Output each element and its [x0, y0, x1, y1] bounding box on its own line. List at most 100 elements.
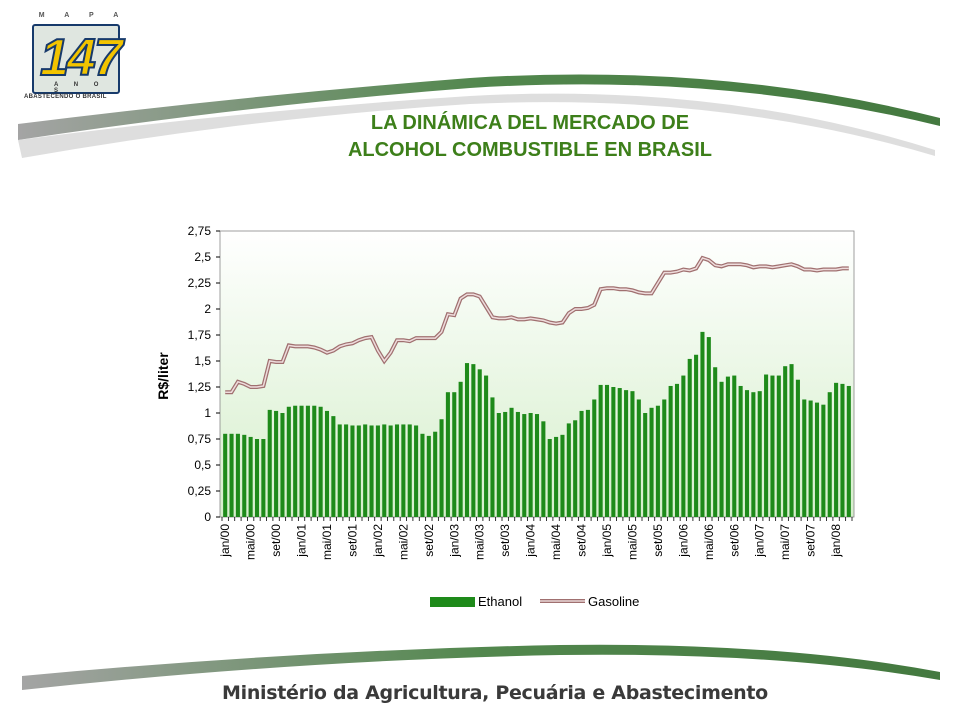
x-tick-label: set/02	[422, 524, 436, 557]
ethanol-bar	[414, 425, 419, 517]
ethanol-bar	[681, 375, 686, 517]
y-tick-label: 1,25	[188, 380, 212, 394]
y-tick-label: 2,25	[188, 276, 212, 290]
logo-top-text: M A P A	[38, 12, 128, 19]
ethanol-bar	[464, 363, 470, 517]
ethanol-bar	[617, 388, 622, 517]
logo-number: 147	[39, 28, 124, 88]
ethanol-bar	[700, 331, 705, 517]
ethanol-bar	[363, 424, 368, 517]
ethanol-bar	[795, 379, 800, 517]
ethanol-bar	[808, 400, 813, 517]
ethanol-bar	[649, 407, 654, 517]
x-tick-label: set/05	[651, 524, 665, 557]
legend: Ethanol Gasoline	[430, 594, 639, 609]
x-tick-label: mai/04	[549, 524, 563, 560]
x-tick-label: set/03	[498, 524, 512, 557]
x-tick-label: mai/06	[702, 524, 716, 560]
ethanol-bar	[235, 433, 240, 517]
ethanol-bar	[662, 399, 667, 517]
ethanol-bar	[286, 406, 291, 517]
ethanol-bar	[248, 436, 253, 517]
x-tick-label: set/07	[804, 524, 818, 557]
ethanol-bar	[738, 385, 743, 517]
y-tick-label: 2	[204, 302, 211, 316]
page-title-line1: LA DINÁMICA DEL MERCADO DE	[370, 112, 690, 134]
logo-badge: 147 A N O S	[32, 24, 124, 94]
ethanol-bar	[382, 424, 387, 517]
x-tick-label: set/01	[346, 524, 360, 557]
ethanol-bar	[375, 425, 380, 517]
ethanol-bar	[541, 421, 546, 517]
ethanol-bar	[433, 431, 438, 517]
ethanol-bar	[356, 425, 361, 517]
x-tick-label: mai/03	[473, 524, 487, 560]
ethanol-bar	[299, 405, 304, 517]
ethanol-bar	[267, 409, 272, 517]
ethanol-bar	[687, 358, 692, 517]
ethanol-bar	[534, 414, 540, 517]
y-tick-label: 2,75	[188, 224, 212, 238]
footer-swoosh	[22, 644, 940, 690]
ethanol-bar	[547, 439, 552, 517]
x-tick-label: mai/05	[626, 524, 640, 560]
ethanol-bar	[821, 404, 826, 517]
ethanol-bar	[407, 424, 412, 517]
ethanol-bar	[426, 435, 431, 517]
ethanol-bar	[827, 392, 832, 517]
ethanol-bar	[280, 413, 285, 517]
x-tick-label: mai/01	[320, 524, 334, 560]
ethanol-bar	[496, 413, 501, 517]
ethanol-bar	[394, 424, 400, 517]
ethanol-bar	[318, 406, 323, 517]
x-tick-label: jan/01	[295, 524, 309, 558]
ethanol-bar	[751, 392, 756, 517]
ethanol-bar	[643, 413, 648, 517]
ethanol-bar	[312, 405, 317, 517]
ethanol-bar	[757, 391, 762, 517]
x-tick-label: mai/07	[778, 524, 792, 560]
mapa-147-logo: M A P A 147 A N O S ABASTECENDO O BRASIL	[22, 12, 124, 104]
ethanol-bar	[604, 384, 610, 517]
logo-tagline: ABASTECENDO O BRASIL	[24, 94, 107, 100]
x-tick-label: set/04	[575, 524, 589, 557]
ethanol-bar	[719, 381, 724, 517]
ethanol-bar	[592, 399, 597, 517]
y-tick-label: 1,5	[194, 354, 211, 368]
ethanol-bar	[802, 399, 807, 517]
ethanol-bar	[445, 392, 450, 517]
ethanol-bar	[770, 375, 775, 517]
ethanol-bar	[764, 374, 769, 517]
ethanol-bar	[324, 410, 330, 517]
y-tick-label: 0,25	[188, 484, 212, 498]
ethanol-bar	[528, 413, 533, 517]
y-tick-label: 1,75	[188, 328, 212, 342]
ethanol-bar	[452, 392, 457, 517]
x-tick-label: jan/03	[447, 524, 461, 558]
page-title: LA DINÁMICA DEL MERCADO DE ALCOHOL COMBU…	[290, 110, 770, 164]
ethanol-bar	[490, 397, 495, 517]
ethanol-bar	[566, 423, 571, 517]
ethanol-bar	[789, 364, 794, 517]
x-tick-label: mai/02	[396, 524, 410, 560]
ethanol-bar	[522, 414, 527, 517]
legend-ethanol-swatch	[430, 597, 475, 607]
ethanol-bar	[344, 424, 349, 517]
ethanol-bar	[725, 376, 730, 517]
x-tick-label: jan/06	[676, 524, 690, 558]
ethanol-bar	[305, 405, 310, 517]
legend-ethanol-label: Ethanol	[478, 594, 522, 609]
ethanol-bar	[458, 381, 463, 517]
y-tick-label: 0,75	[188, 432, 212, 446]
ethanol-bar	[554, 436, 559, 517]
ethanol-bar	[744, 390, 750, 517]
ethanol-bar	[369, 425, 374, 517]
page-title-line2: ALCOHOL COMBUSTIBLE EN BRASIL	[347, 139, 713, 161]
y-tick-label: 0	[204, 510, 211, 524]
ministry-footer: Ministério da Agricultura, Pecuária e Ab…	[222, 682, 768, 704]
ethanol-bar	[484, 375, 489, 517]
y-tick-label: 0,5	[194, 458, 211, 472]
y-tick-label: 2,5	[194, 250, 211, 264]
ethanol-bar	[560, 434, 565, 517]
x-tick-label: jan/07	[753, 524, 767, 558]
